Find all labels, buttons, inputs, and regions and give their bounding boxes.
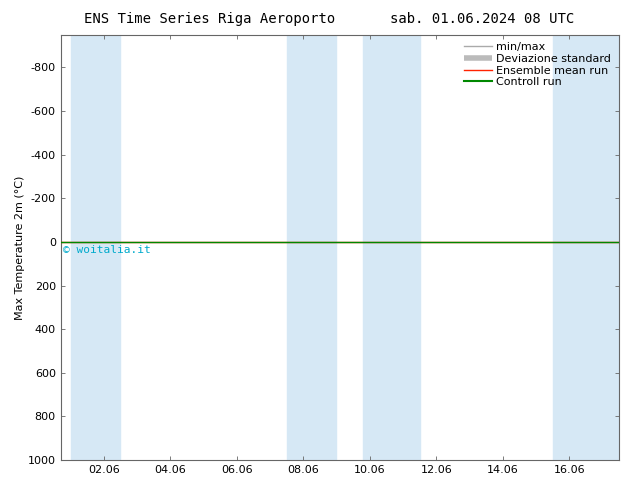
Bar xyxy=(287,35,337,460)
Text: sab. 01.06.2024 08 UTC: sab. 01.06.2024 08 UTC xyxy=(390,12,574,26)
Legend: min/max, Deviazione standard, Ensemble mean run, Controll run: min/max, Deviazione standard, Ensemble m… xyxy=(462,40,614,90)
Bar xyxy=(70,35,120,460)
Text: © woitalia.it: © woitalia.it xyxy=(63,245,151,255)
Bar xyxy=(552,35,619,460)
Bar xyxy=(363,35,420,460)
Text: ENS Time Series Riga Aeroporto: ENS Time Series Riga Aeroporto xyxy=(84,12,335,26)
Y-axis label: Max Temperature 2m (°C): Max Temperature 2m (°C) xyxy=(15,175,25,319)
